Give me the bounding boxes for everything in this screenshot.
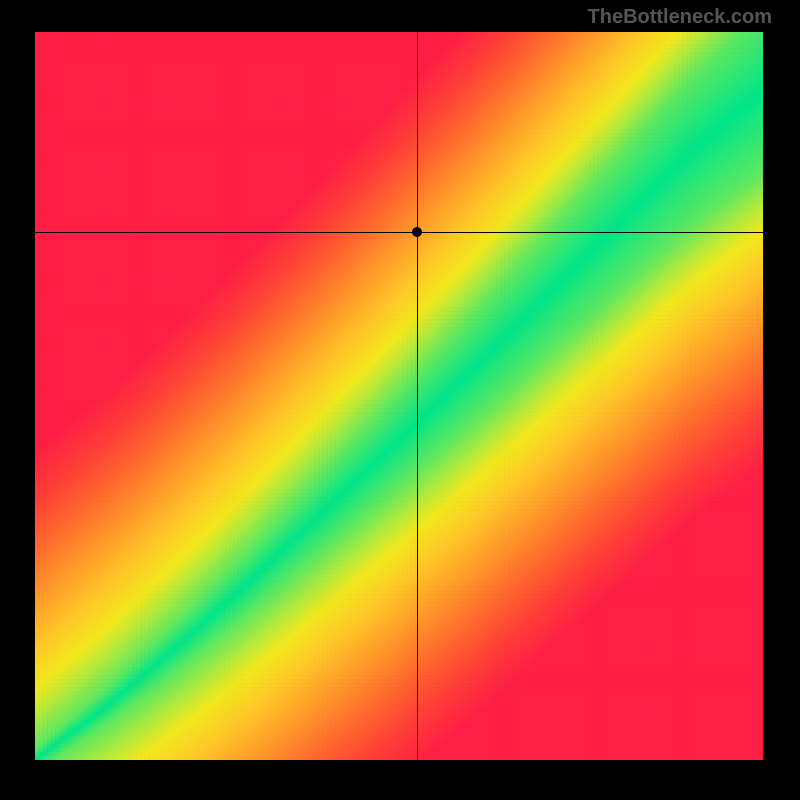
heatmap-plot-area — [35, 32, 763, 760]
crosshair-horizontal-line — [35, 232, 763, 233]
crosshair-vertical-line — [417, 32, 418, 760]
bottleneck-heatmap-canvas — [35, 32, 763, 760]
root: TheBottleneck.com — [0, 0, 800, 800]
watermark-text: TheBottleneck.com — [588, 6, 772, 29]
crosshair-dot — [412, 227, 422, 237]
